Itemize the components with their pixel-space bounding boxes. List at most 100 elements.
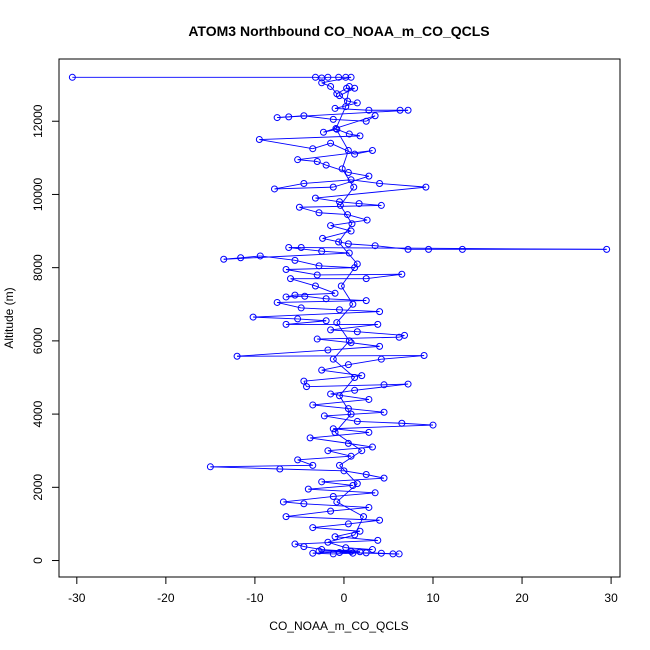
data-point	[365, 395, 373, 403]
series-line-segment	[288, 247, 322, 252]
series-line-segment	[336, 501, 364, 517]
data-point	[309, 461, 317, 469]
data-point	[349, 300, 357, 308]
series-line-segment	[303, 503, 369, 508]
series-line-segment	[317, 336, 400, 340]
data-point	[353, 328, 361, 336]
data-point	[309, 549, 317, 557]
data-point	[340, 467, 348, 475]
data-point	[371, 242, 379, 250]
series-line-segment	[285, 269, 318, 276]
data-point	[336, 461, 343, 469]
series-line-segment	[339, 95, 348, 102]
series-line-segment	[401, 422, 434, 426]
series-line-segment	[381, 355, 425, 360]
data-point	[320, 412, 328, 420]
data-point	[347, 339, 355, 347]
data-point	[347, 452, 355, 460]
series-line-segment	[297, 455, 352, 461]
series-lines	[72, 76, 607, 555]
data-point	[351, 373, 359, 381]
data-point	[336, 548, 343, 556]
data-point	[342, 73, 350, 81]
series-line-segment	[260, 255, 296, 261]
series-line-segment	[327, 345, 380, 351]
data-point	[329, 183, 337, 191]
data-point	[318, 79, 326, 87]
data-point	[282, 293, 290, 301]
series-line-segment	[330, 323, 378, 331]
series-line-segment	[294, 259, 320, 267]
data-point	[345, 337, 353, 345]
x-tick-label: -20	[157, 591, 175, 605]
series-line-segment	[315, 197, 340, 203]
data-point	[273, 114, 281, 122]
data-point	[291, 256, 299, 264]
data-point	[318, 247, 326, 255]
data-point	[395, 333, 403, 341]
data-point	[315, 209, 323, 217]
data-point	[282, 265, 290, 273]
data-point	[329, 492, 337, 500]
data-point	[297, 304, 305, 312]
data-point	[233, 352, 241, 360]
data-point	[371, 489, 379, 497]
series-line-segment	[375, 245, 409, 250]
series-line-segment	[317, 273, 402, 276]
data-point	[376, 308, 384, 316]
data-point	[336, 201, 344, 209]
data-point	[311, 194, 319, 202]
series-line-segment	[326, 164, 349, 173]
series-line-segment	[347, 100, 358, 104]
data-point	[335, 238, 343, 246]
data-point	[331, 533, 339, 541]
data-point	[318, 366, 326, 374]
data-point	[332, 125, 340, 133]
data-point	[398, 419, 406, 427]
data-point	[309, 401, 317, 409]
data-point	[356, 132, 364, 140]
series-line-segment	[318, 212, 348, 216]
series-line-segment	[308, 485, 353, 490]
data-point	[301, 292, 309, 300]
series-line-segment	[294, 543, 305, 548]
data-point	[324, 73, 332, 81]
data-point	[347, 176, 355, 184]
data-point	[206, 463, 214, 471]
x-tick-label: 10	[426, 591, 440, 605]
data-point	[353, 99, 361, 107]
data-point	[255, 136, 263, 144]
data-point	[327, 326, 335, 334]
data-point	[336, 198, 343, 206]
y-tick-label: 10000	[31, 177, 45, 211]
data-point	[376, 516, 384, 524]
series-line-segment	[321, 477, 385, 483]
data-point	[353, 480, 361, 488]
data-point	[404, 380, 412, 388]
series-line-segment	[332, 358, 355, 378]
data-point	[344, 520, 352, 528]
series-line-segment	[303, 179, 352, 184]
series-line-segment	[308, 488, 376, 494]
y-tick-label: 2000	[31, 474, 45, 501]
series-line-segment	[334, 432, 363, 452]
data-point	[347, 410, 355, 418]
data-point	[282, 320, 290, 328]
x-axis-label: CO_NOAA_m_CO_QCLS	[269, 619, 408, 633]
series-line-segment	[366, 273, 402, 280]
data-point	[368, 546, 376, 554]
data-point	[300, 377, 308, 385]
data-point	[344, 168, 352, 176]
data-point	[336, 92, 343, 100]
series-line-segment	[321, 76, 352, 84]
data-point	[380, 474, 388, 482]
data-point	[313, 335, 321, 343]
data-point	[362, 297, 370, 305]
series-line-segment	[336, 303, 354, 323]
data-point	[249, 313, 257, 321]
series-line-segment	[323, 128, 337, 133]
data-point	[68, 73, 76, 81]
series-line-segment	[327, 534, 355, 543]
series-line-segment	[339, 450, 363, 466]
